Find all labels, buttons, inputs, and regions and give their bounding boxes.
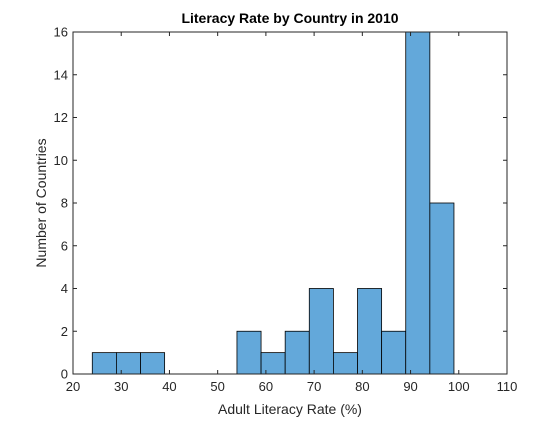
x-axis-ticks: 20 30 40 50 60 70 80 90 100 110 — [66, 32, 518, 394]
histogram-bar-7 — [260, 352, 286, 375]
histogram-bar-14 — [429, 202, 455, 375]
histogram-bar-11 — [357, 288, 383, 375]
histogram-bar-6 — [236, 330, 262, 375]
histogram-bar-9 — [308, 288, 334, 375]
histogram-bar-10 — [332, 352, 358, 375]
x-tick-label: 20 — [66, 379, 80, 394]
x-tick-label: 90 — [403, 379, 417, 394]
y-tick-label: 4 — [61, 281, 68, 296]
histogram-bar-0 — [91, 352, 117, 375]
x-tick-label: 60 — [259, 379, 273, 394]
y-tick-label: 2 — [61, 324, 68, 339]
histogram-bar-8 — [284, 330, 310, 375]
x-tick-label: 80 — [355, 379, 369, 394]
y-axis-label: Number of Countries — [33, 138, 49, 267]
y-tick-label: 14 — [54, 67, 68, 82]
y-tick-label: 0 — [61, 367, 68, 382]
y-tick-label: 12 — [54, 110, 68, 125]
x-tick-label: 70 — [307, 379, 321, 394]
y-tick-label: 8 — [61, 196, 68, 211]
histogram-bar-1 — [116, 352, 141, 375]
y-tick-label: 6 — [61, 238, 68, 253]
histogram-bar-13 — [405, 31, 431, 375]
y-tick-label: 16 — [54, 25, 68, 40]
y-axis-ticks: 0 2 4 6 8 10 12 14 16 — [54, 25, 507, 382]
x-tick-label: 30 — [114, 379, 128, 394]
chart-title: Literacy Rate by Country in 2010 — [181, 10, 398, 26]
x-tick-label: 40 — [162, 379, 176, 394]
x-tick-label: 50 — [210, 379, 224, 394]
x-axis-label: Adult Literacy Rate (%) — [218, 401, 362, 417]
bars — [91, 31, 455, 375]
histogram-bar-2 — [140, 352, 166, 375]
histogram-bar-12 — [381, 330, 407, 375]
y-tick-label: 10 — [54, 153, 68, 168]
x-tick-label: 100 — [448, 379, 470, 394]
x-tick-label: 110 — [497, 379, 518, 394]
